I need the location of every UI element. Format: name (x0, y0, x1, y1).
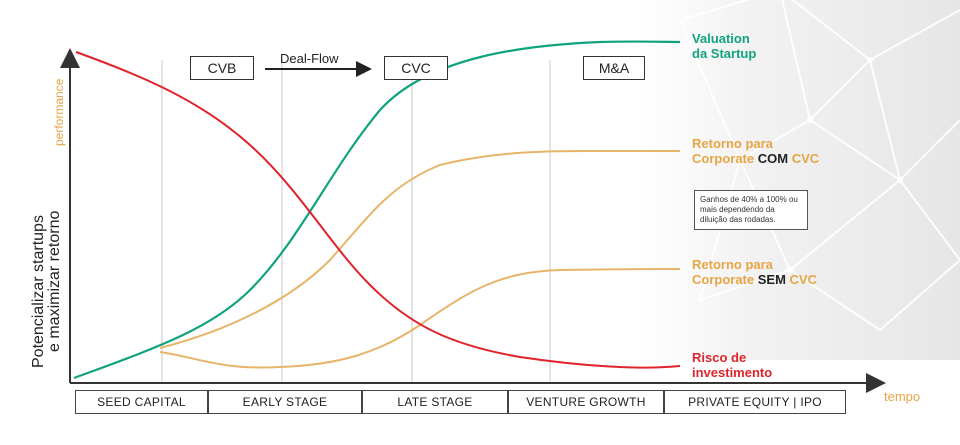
stage-late-stage: LATE STAGE (362, 390, 508, 414)
stage-early-stage: EARLY STAGE (208, 390, 362, 414)
gains-note: Ganhos de 40% a 100% ou mais dependendo … (694, 190, 808, 230)
risco-label: Risco de investimento (692, 350, 773, 380)
retorno-com-cvc-curve (159, 149, 680, 349)
valuation-curve (73, 40, 681, 380)
y-axis-performance-label: performance (52, 78, 66, 146)
stage-seed-capital: SEED CAPITAL (75, 390, 208, 414)
y-axis-title-line2: e maximizar retorno (46, 210, 63, 352)
risco-curve (75, 51, 681, 369)
retorno-com-cvc-label: Retorno para Corporate COM CVC (692, 136, 820, 166)
valuation-label: Valuation da Startup (692, 31, 757, 61)
retorno-sem-cvc-label: Retorno para Corporate SEM CVC (692, 257, 817, 287)
retorno-sem-cvc-curve (159, 268, 681, 369)
cvc-tag: CVC (384, 56, 448, 80)
deal-flow-label: Deal-Flow (280, 51, 339, 66)
ma-tag: M&A (583, 56, 645, 80)
x-axis-tempo-label: tempo (884, 389, 921, 404)
cvb-tag: CVB (190, 56, 254, 80)
stage-private-equity-ipo: PRIVATE EQUITY | IPO (664, 390, 846, 414)
stage-venture-growth: VENTURE GROWTH (508, 390, 664, 414)
